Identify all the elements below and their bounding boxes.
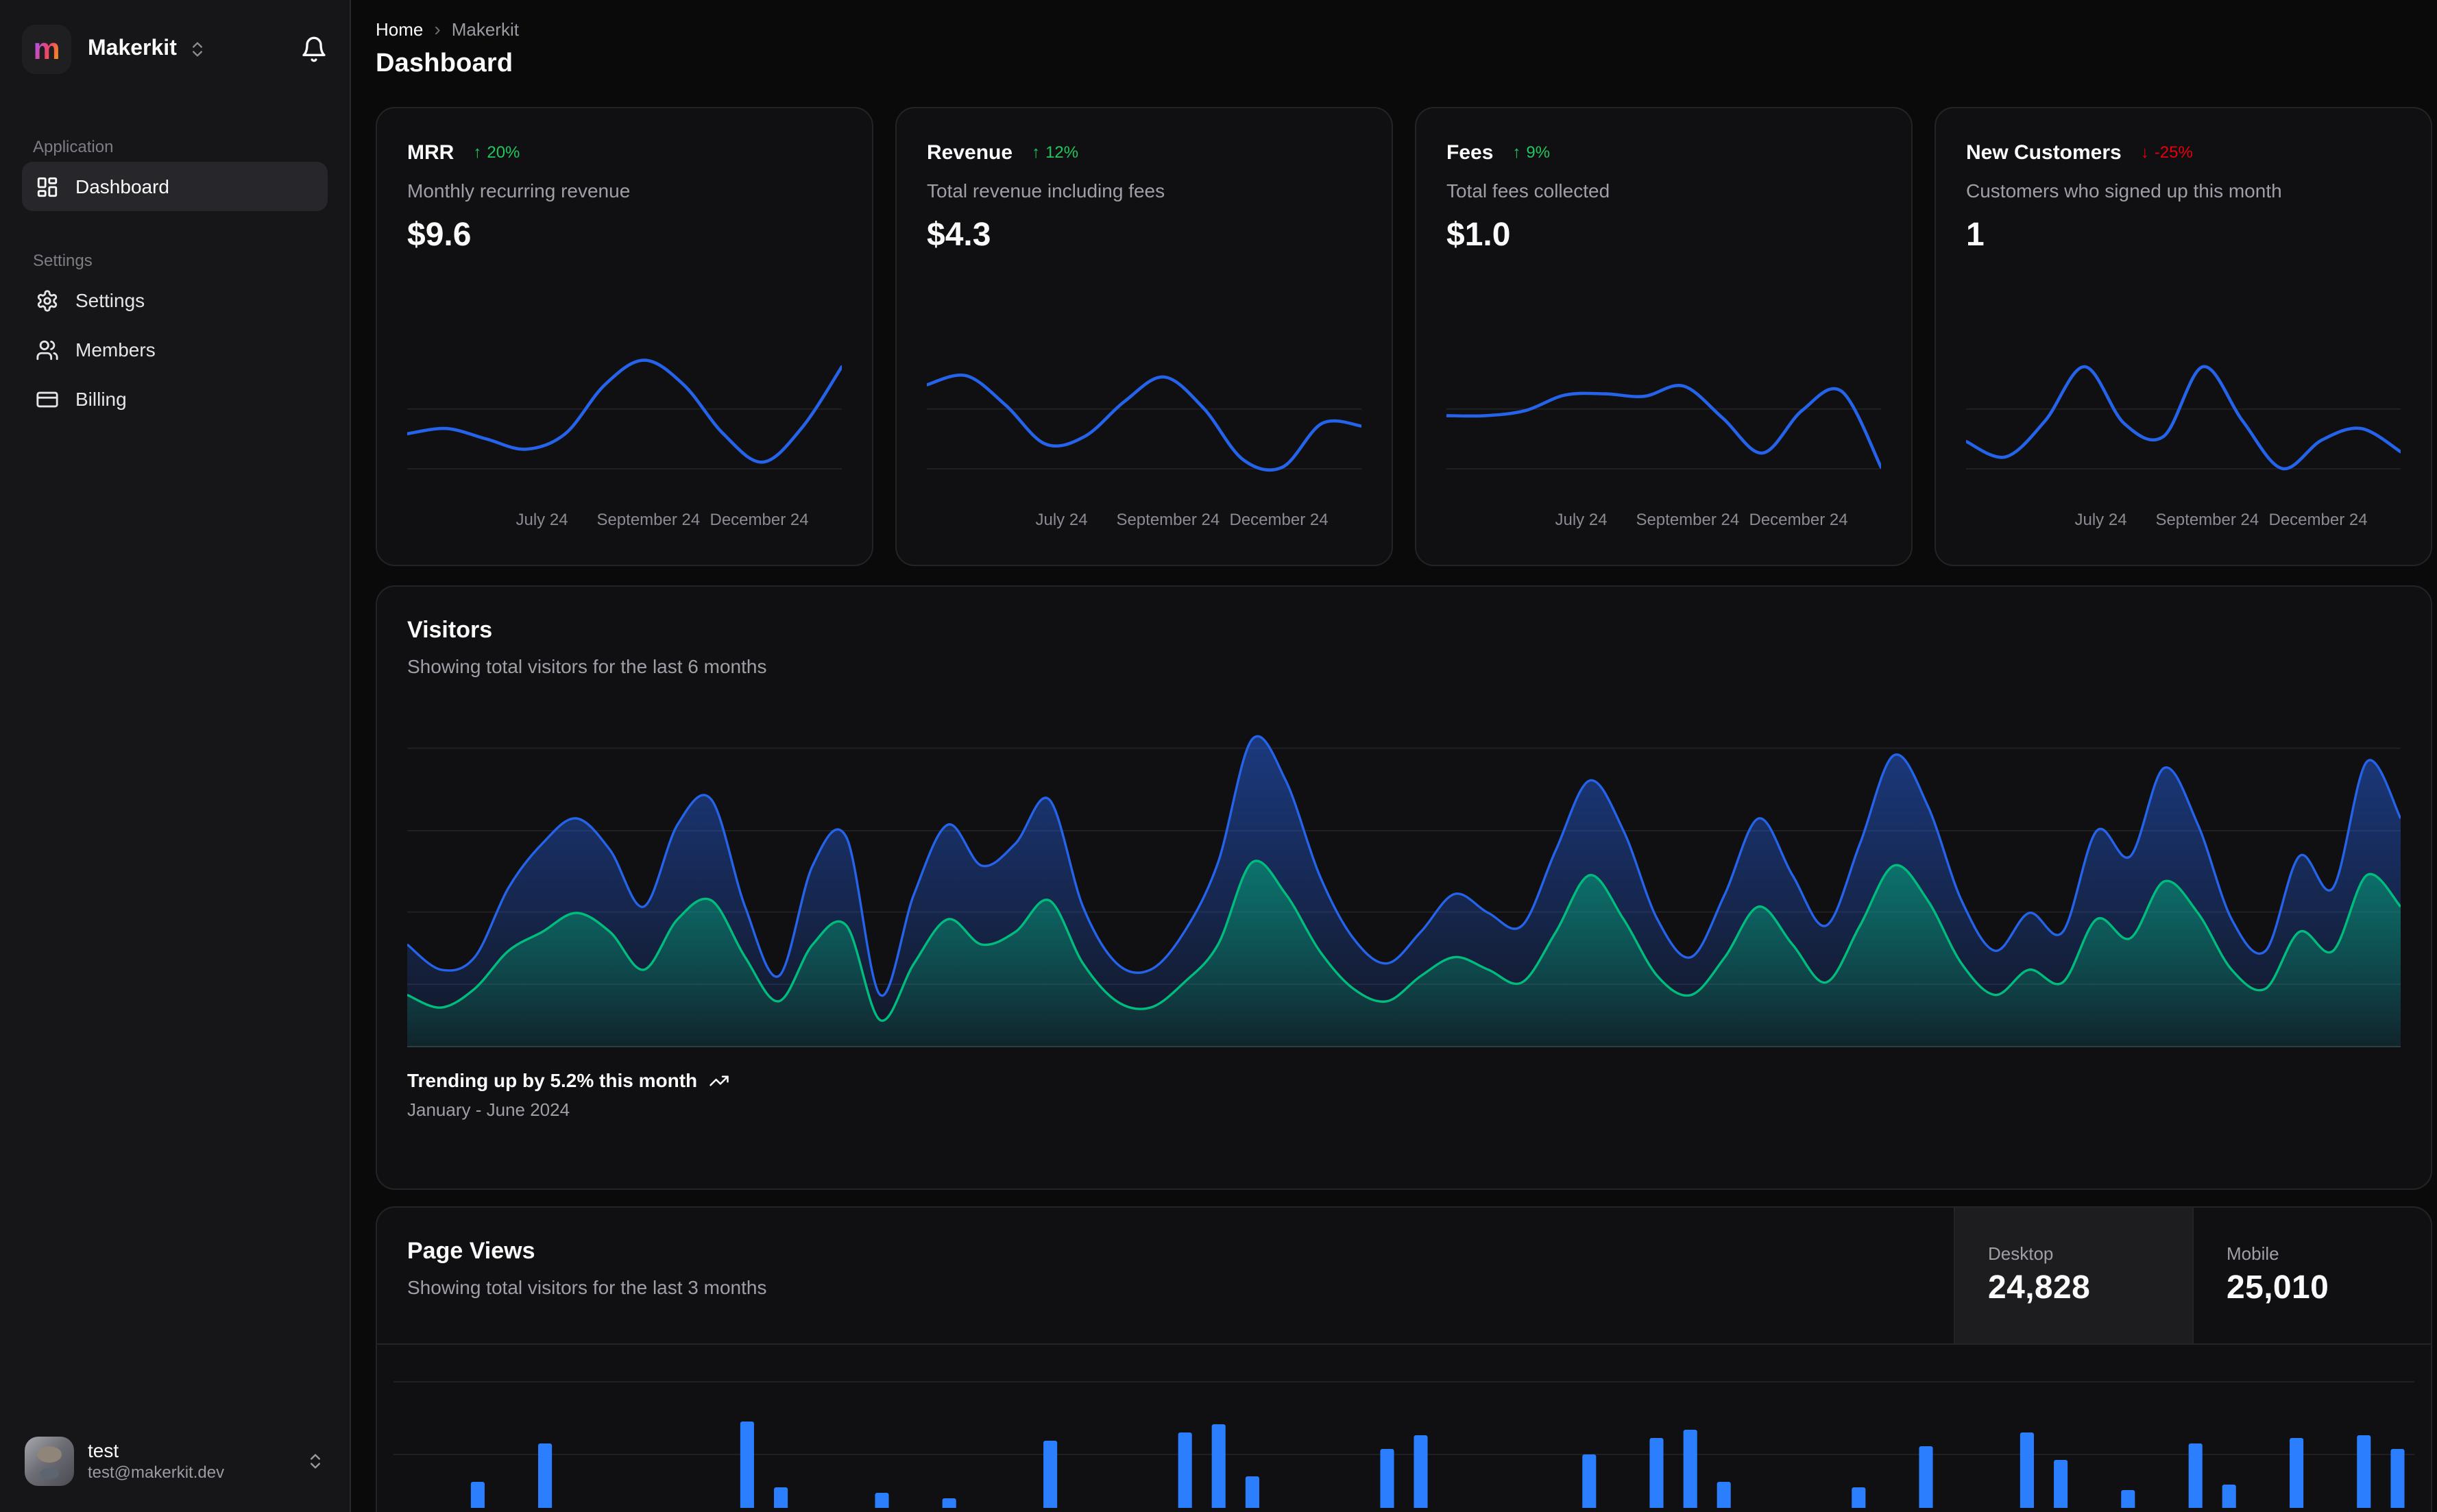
x-tick: September 24 — [2155, 510, 2259, 529]
x-tick: December 24 — [2268, 510, 2368, 529]
x-tick: July 24 — [516, 510, 568, 529]
credit-card-icon — [36, 387, 59, 411]
stat-subtitle: Total fees collected — [1446, 180, 1610, 202]
nav-section-label-application: Application — [33, 137, 114, 156]
page-views-subtitle: Showing total visitors for the last 3 mo… — [407, 1276, 767, 1298]
workspace-name: Makerkit — [88, 37, 177, 60]
visitors-title: Visitors — [407, 617, 493, 643]
sidebar-item-label: Settings — [75, 289, 145, 311]
x-tick: December 24 — [1229, 510, 1329, 529]
x-tick: September 24 — [1636, 510, 1740, 529]
page-views-title: Page Views — [407, 1238, 535, 1264]
trend-badge: ↑ 20% — [473, 143, 520, 162]
visitors-area-chart — [407, 705, 2401, 1047]
stat-card-mrr: MRR ↑ 20% Monthly recurring revenue $9.6 … — [376, 107, 873, 566]
makerkit-logo: m — [22, 25, 71, 74]
notifications-bell-icon[interactable] — [300, 36, 328, 63]
tab-label: Mobile — [2227, 1243, 2279, 1264]
gear-icon — [36, 289, 59, 312]
sidebar-item-billing[interactable]: Billing — [22, 374, 328, 424]
revenue-sparkline-chart — [927, 343, 1361, 504]
stat-title: Fees — [1446, 141, 1494, 164]
mrr-sparkline-chart — [407, 343, 842, 504]
stat-title: Revenue — [927, 141, 1013, 164]
visitors-subtitle: Showing total visitors for the last 6 mo… — [407, 655, 767, 677]
x-tick: December 24 — [1749, 510, 1848, 529]
chevrons-up-down-icon — [306, 1452, 325, 1471]
stat-cards-row: MRR ↑ 20% Monthly recurring revenue $9.6 … — [376, 107, 2432, 566]
stat-subtitle: Monthly recurring revenue — [407, 180, 631, 202]
tab-value: 25,010 — [2227, 1269, 2329, 1306]
stat-card-fees: Fees ↑ 9% Total fees collected $1.0 July … — [1415, 107, 1913, 566]
stat-title: New Customers — [1966, 141, 2122, 164]
arrow-down-icon: ↓ — [2140, 143, 2149, 162]
trend-badge: ↑ 12% — [1032, 143, 1079, 162]
users-icon — [36, 338, 59, 361]
user-name: test — [88, 1439, 119, 1461]
stat-value: 1 — [1966, 217, 1985, 254]
page-views-bar-chart — [393, 1345, 2414, 1508]
tab-mobile[interactable]: Mobile 25,010 — [2192, 1208, 2431, 1343]
arrow-up-icon: ↑ — [1512, 143, 1521, 162]
breadcrumb-current: Makerkit — [451, 19, 519, 39]
chevrons-up-down-icon — [188, 40, 207, 59]
account-menu-trigger[interactable]: test test@makerkit.dev — [22, 1432, 328, 1487]
stat-title: MRR — [407, 141, 454, 164]
visitors-date-range: January - June 2024 — [407, 1099, 570, 1120]
user-avatar — [25, 1437, 74, 1486]
tab-label: Desktop — [1988, 1243, 2054, 1264]
main-content: Home › Makerkit Dashboard MRR ↑ 20% Month… — [351, 0, 2437, 1512]
tab-desktop[interactable]: Desktop 24,828 — [1954, 1208, 2192, 1343]
trend-badge: ↓ -25% — [2140, 143, 2193, 162]
tab-value: 24,828 — [1988, 1269, 2091, 1306]
trending-up-icon — [708, 1070, 729, 1090]
visitors-trend-text: Trending up by 5.2% this month — [407, 1069, 698, 1091]
trend-badge: ↑ 9% — [1512, 143, 1551, 162]
sidebar: m Makerkit Application Dashboard Setting… — [0, 0, 351, 1512]
stat-card-new-customers: New Customers ↓ -25% Customers who signed… — [1935, 107, 2432, 566]
sidebar-item-settings[interactable]: Settings — [22, 276, 328, 325]
sidebar-item-dashboard[interactable]: Dashboard — [22, 162, 328, 211]
breadcrumb: Home › Makerkit — [376, 16, 2432, 41]
sidebar-item-label: Members — [75, 339, 156, 361]
stat-subtitle: Customers who signed up this month — [1966, 180, 2282, 202]
x-tick: September 24 — [1116, 510, 1220, 529]
sidebar-item-members[interactable]: Members — [22, 325, 328, 374]
stat-value: $9.6 — [407, 217, 472, 254]
stat-value: $1.0 — [1446, 217, 1511, 254]
page-title: Dashboard — [376, 49, 513, 78]
nav-section-label-settings: Settings — [33, 251, 93, 270]
stat-card-revenue: Revenue ↑ 12% Total revenue including fee… — [895, 107, 1393, 566]
x-tick: July 24 — [1035, 510, 1088, 529]
new-customers-sparkline-chart — [1966, 343, 2401, 504]
breadcrumb-home-link[interactable]: Home — [376, 19, 424, 39]
stat-subtitle: Total revenue including fees — [927, 180, 1165, 202]
fees-sparkline-chart — [1446, 343, 1881, 504]
x-tick: July 24 — [2074, 510, 2127, 529]
user-email: test@makerkit.dev — [88, 1463, 225, 1483]
page-views-card: Page Views Showing total visitors for th… — [376, 1206, 2432, 1512]
workspace-selector[interactable]: m Makerkit — [22, 25, 328, 74]
arrow-up-icon: ↑ — [1032, 143, 1041, 162]
x-tick: December 24 — [710, 510, 809, 529]
x-tick: July 24 — [1555, 510, 1608, 529]
sidebar-item-label: Dashboard — [75, 175, 169, 197]
arrow-up-icon: ↑ — [473, 143, 482, 162]
visitors-card: Visitors Showing total visitors for the … — [376, 585, 2432, 1190]
stat-value: $4.3 — [927, 217, 991, 254]
chevron-right-icon: › — [434, 18, 441, 40]
dashboard-icon — [36, 175, 59, 198]
x-tick: September 24 — [596, 510, 701, 529]
sidebar-item-label: Billing — [75, 388, 127, 410]
